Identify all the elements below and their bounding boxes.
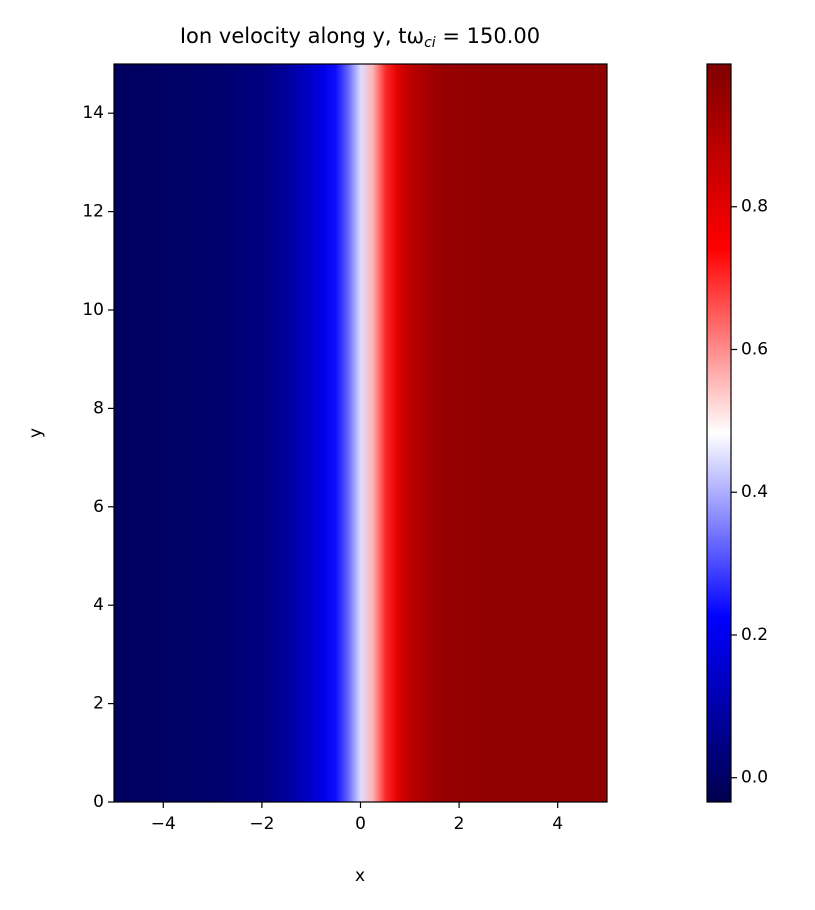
heatmap-cell: [114, 64, 164, 802]
colorbar-tick-label: 0.6: [741, 339, 768, 359]
title-suffix: = 150.00: [436, 24, 540, 48]
x-tick-label: 4: [552, 814, 563, 834]
y-axis-label: y: [26, 428, 46, 438]
y-tick-label: 0: [93, 792, 104, 812]
heatmap-cell: [212, 64, 263, 802]
heatmap-cell: [348, 64, 361, 802]
heatmap-cell: [286, 64, 312, 802]
colorbar-tick-label: 0.2: [741, 625, 768, 645]
heatmap-cell: [434, 64, 460, 802]
y-tick-label: 2: [93, 694, 104, 714]
x-tick-label: −2: [249, 814, 274, 834]
x-tick-label: 2: [454, 814, 465, 834]
colorbar-tick-label: 0.4: [741, 482, 768, 502]
title-subscript: ci: [424, 35, 436, 51]
y-tick-label: 14: [82, 103, 104, 123]
heatmap-cell: [397, 64, 411, 802]
heatmap-cell: [385, 64, 398, 802]
heatmap-cell: [508, 64, 559, 802]
colorbar-tick-label: 0.0: [741, 768, 768, 788]
colorbar: [706, 63, 732, 803]
heatmap-cell: [323, 64, 337, 802]
x-tick-label: 0: [355, 814, 366, 834]
x-tick-label: −4: [151, 814, 176, 834]
y-tick-label: 8: [93, 398, 104, 418]
heatmap-cell: [311, 64, 325, 802]
heatmap-cell: [372, 64, 386, 802]
y-tick-label: 4: [93, 595, 104, 615]
chart-title: Ion velocity along y, tωci = 150.00: [180, 24, 540, 51]
heatmap-cell: [360, 64, 374, 802]
heatmap-cell: [459, 64, 509, 802]
y-tick-label: 10: [82, 300, 104, 320]
heatmap-cell: [335, 64, 349, 802]
y-tick-label: 6: [93, 497, 104, 517]
heatmap-cell: [261, 64, 288, 802]
y-tick-label: 12: [82, 202, 104, 222]
heatmap-cell: [557, 64, 608, 802]
title-main: Ion velocity along y, tω: [180, 24, 424, 48]
heatmap-cell: [163, 64, 214, 802]
x-axis-label: x: [355, 866, 365, 886]
colorbar-tick-label: 0.8: [741, 197, 768, 217]
heatmap-cell: [409, 64, 435, 802]
